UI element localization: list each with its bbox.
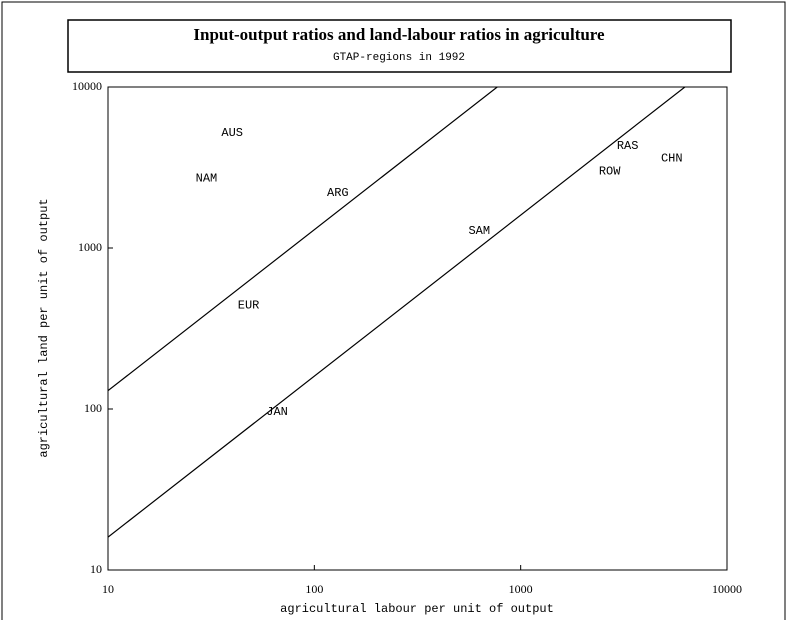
y-tick-label: 10 — [90, 562, 102, 576]
y-axis-label: agricultural land per unit of output — [37, 198, 51, 457]
y-tick-label: 100 — [84, 401, 102, 415]
x-tick-label: 10 — [102, 582, 114, 596]
chart-subtitle: GTAP-regions in 1992 — [333, 52, 465, 64]
chart-title: Input-output ratios and land-labour rati… — [193, 25, 605, 44]
plot-frame — [107, 86, 728, 571]
x-tick-label: 100 — [305, 582, 323, 596]
title-box — [67, 19, 732, 73]
point-label: ROW — [599, 164, 621, 178]
point-label: NAM — [196, 172, 218, 186]
point-label: ARG — [327, 186, 349, 200]
point-label: SAM — [468, 224, 490, 238]
point-label: CHN — [661, 152, 683, 166]
point-label: EUR — [238, 299, 260, 313]
point-label: JAN — [266, 405, 288, 419]
reference-line — [108, 87, 498, 392]
y-tick-label: 1000 — [78, 240, 102, 254]
x-axis-label: agricultural labour per unit of output — [280, 602, 554, 616]
point-label: AUS — [221, 126, 243, 140]
x-tick-label: 1000 — [509, 582, 533, 596]
reference-line — [108, 87, 686, 538]
x-tick-label: 10000 — [712, 582, 742, 596]
point-label: RAS — [617, 139, 639, 153]
y-tick-label: 10000 — [72, 79, 102, 93]
